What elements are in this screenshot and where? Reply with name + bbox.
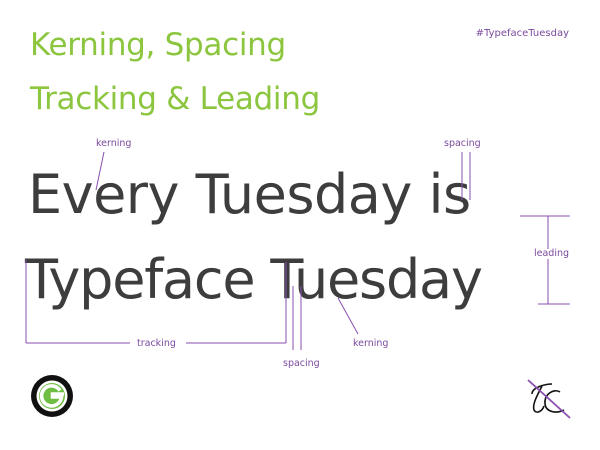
label-kerning-top: kerning <box>96 138 132 149</box>
title-line-2: Tracking & Leading <box>30 81 320 117</box>
sample-line-2: Typeface Tuesday <box>25 248 483 311</box>
sample-line-1: Every Tuesday is <box>28 163 471 226</box>
tc-monogram-icon <box>527 379 571 419</box>
label-kerning-bottom: kerning <box>353 338 389 349</box>
title-line-1: Kerning, Spacing <box>30 27 286 63</box>
label-spacing-top: spacing <box>444 138 481 149</box>
g-logo-icon <box>31 375 73 417</box>
hashtag-label: #TypefaceTuesday <box>475 28 569 39</box>
label-tracking: tracking <box>134 339 179 349</box>
label-spacing-bottom: spacing <box>283 358 320 369</box>
label-leading: leading <box>534 248 570 259</box>
